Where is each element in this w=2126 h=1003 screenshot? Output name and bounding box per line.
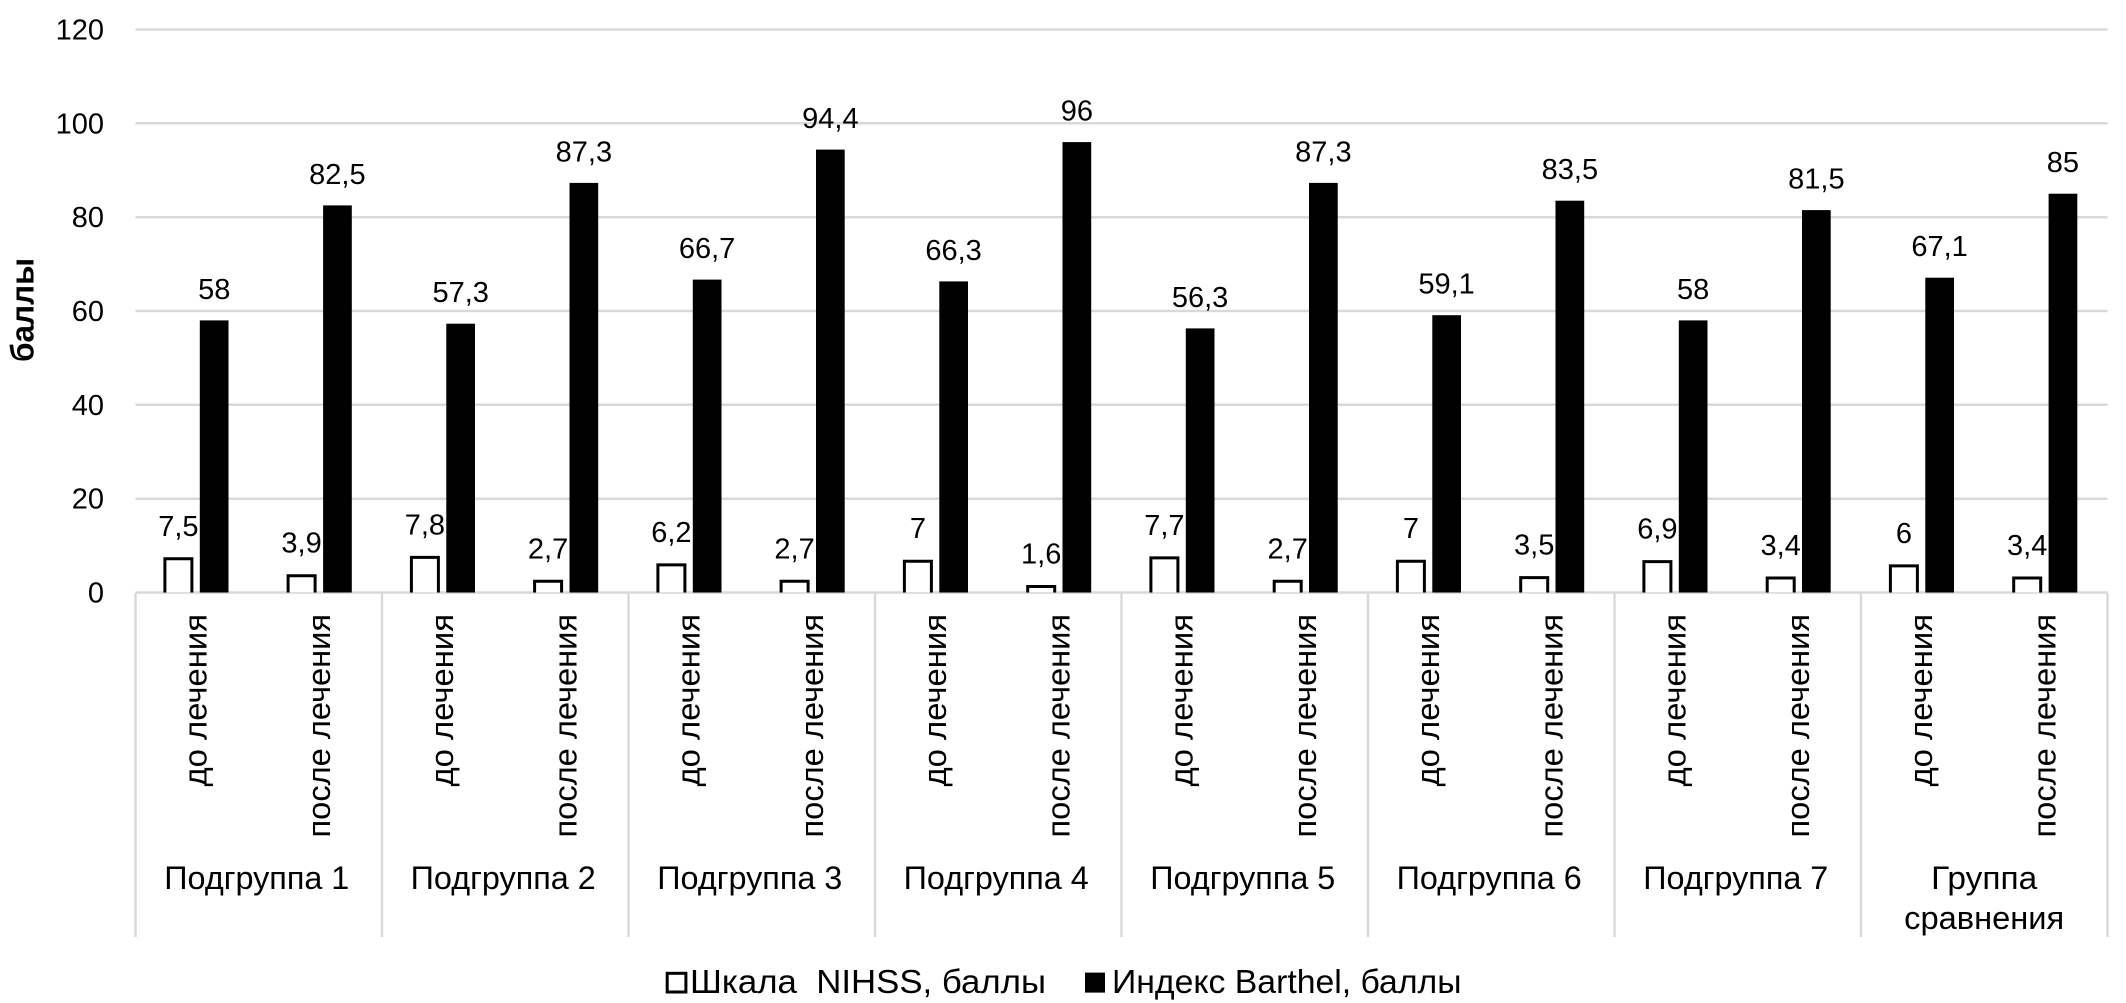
svg-text:3,9: 3,9 (281, 528, 321, 560)
svg-text:2,7: 2,7 (528, 533, 568, 565)
svg-text:до лечения: до лечения (1657, 614, 1693, 787)
svg-text:Индекс Barthel, баллы: Индекс Barthel, баллы (1112, 963, 1462, 1000)
svg-text:87,3: 87,3 (556, 136, 612, 168)
svg-text:Подгруппа 6: Подгруппа 6 (1397, 860, 1582, 896)
svg-text:66,7: 66,7 (679, 233, 735, 265)
svg-text:Подгруппа 1: Подгруппа 1 (164, 860, 349, 896)
svg-text:7: 7 (1403, 513, 1419, 545)
svg-text:0: 0 (88, 578, 104, 610)
svg-text:до лечения: до лечения (1164, 614, 1200, 787)
svg-text:до лечения: до лечения (917, 614, 953, 787)
svg-text:до лечения: до лечения (178, 614, 214, 787)
svg-text:Шкала NIHSS, баллы: Шкала NIHSS, баллы (690, 963, 1046, 1000)
svg-text:баллы: баллы (5, 258, 41, 362)
svg-text:96: 96 (1061, 96, 1093, 128)
svg-text:3,4: 3,4 (2007, 530, 2047, 562)
svg-text:после лечения: после лечения (1040, 614, 1076, 838)
svg-text:Группа: Группа (1931, 860, 2037, 896)
svg-text:3,4: 3,4 (1761, 530, 1801, 562)
svg-text:Подгруппа 3: Подгруппа 3 (657, 860, 842, 896)
svg-text:85: 85 (2047, 147, 2079, 179)
svg-text:40: 40 (72, 390, 104, 422)
svg-text:60: 60 (72, 296, 104, 328)
svg-text:до лечения: до лечения (1410, 614, 1446, 787)
svg-text:Подгруппа 7: Подгруппа 7 (1643, 860, 1828, 896)
svg-text:3,5: 3,5 (1514, 530, 1554, 562)
svg-text:67,1: 67,1 (1911, 231, 1967, 263)
svg-text:после лечения: после лечения (1287, 614, 1323, 838)
svg-text:7,8: 7,8 (405, 509, 445, 541)
svg-text:87,3: 87,3 (1295, 136, 1351, 168)
svg-text:после лечения: после лечения (1780, 614, 1816, 838)
svg-text:Подгруппа 5: Подгруппа 5 (1150, 860, 1335, 896)
svg-text:до лечения: до лечения (671, 614, 707, 787)
svg-text:57,3: 57,3 (432, 277, 488, 309)
svg-text:7,5: 7,5 (158, 511, 198, 543)
svg-text:2,7: 2,7 (1268, 533, 1308, 565)
svg-text:после лечения: после лечения (794, 614, 830, 838)
svg-text:56,3: 56,3 (1172, 282, 1228, 314)
svg-text:6,9: 6,9 (1637, 514, 1677, 546)
svg-text:после лечения: после лечения (547, 614, 583, 838)
svg-text:после лечения: после лечения (301, 614, 337, 838)
svg-text:20: 20 (72, 484, 104, 516)
svg-text:7: 7 (910, 513, 926, 545)
svg-text:66,3: 66,3 (925, 235, 981, 267)
svg-text:2,7: 2,7 (774, 533, 814, 565)
svg-text:58: 58 (198, 274, 230, 306)
svg-text:80: 80 (72, 202, 104, 234)
svg-text:до лечения: до лечения (424, 614, 460, 787)
svg-text:94,4: 94,4 (802, 103, 858, 135)
svg-text:Подгруппа 2: Подгруппа 2 (411, 860, 596, 896)
svg-text:после лечения: после лечения (2026, 614, 2062, 838)
svg-text:1,6: 1,6 (1021, 539, 1061, 571)
svg-text:58: 58 (1677, 274, 1709, 306)
svg-text:120: 120 (56, 15, 104, 47)
svg-text:после лечения: после лечения (1533, 614, 1569, 838)
svg-text:Подгруппа 4: Подгруппа 4 (904, 860, 1089, 896)
svg-text:83,5: 83,5 (1542, 154, 1598, 186)
svg-text:7,7: 7,7 (1144, 510, 1184, 542)
svg-text:59,1: 59,1 (1418, 269, 1474, 301)
svg-text:82,5: 82,5 (309, 159, 365, 191)
svg-text:до лечения: до лечения (1903, 614, 1939, 787)
svg-text:сравнения: сравнения (1904, 900, 2064, 936)
svg-text:6: 6 (1896, 518, 1912, 550)
svg-text:81,5: 81,5 (1788, 164, 1844, 196)
svg-text:100: 100 (56, 108, 104, 140)
svg-text:6,2: 6,2 (651, 517, 691, 549)
